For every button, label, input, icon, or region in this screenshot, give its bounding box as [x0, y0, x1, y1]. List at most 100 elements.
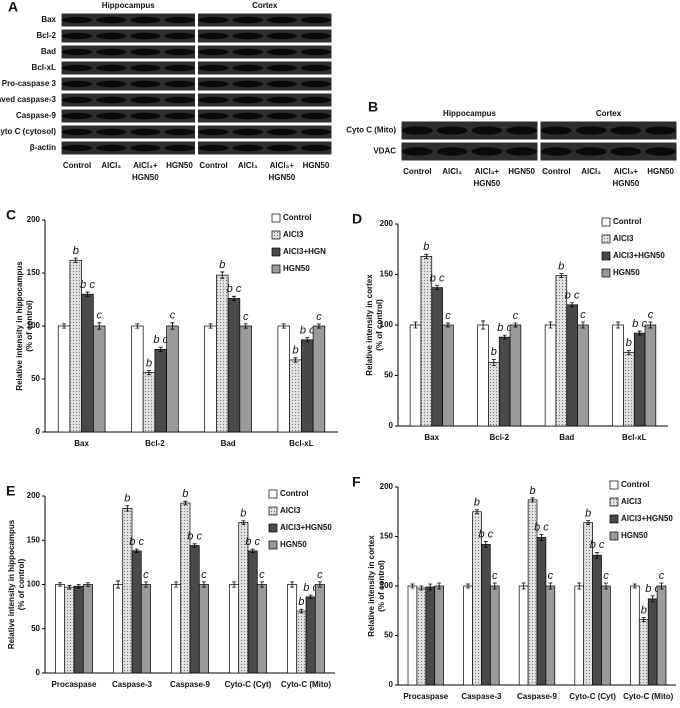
error-bar — [85, 291, 90, 297]
legend-swatch — [601, 234, 611, 244]
error-bar — [595, 551, 600, 559]
error-bar — [316, 323, 321, 329]
significance-label: b — [292, 345, 298, 357]
band — [164, 16, 195, 24]
row-label: Bad — [41, 47, 56, 56]
significance-label: b — [423, 241, 429, 253]
column-label: HGN50 — [303, 161, 330, 170]
error-bar — [62, 323, 67, 329]
blot-strip — [60, 92, 196, 108]
significance-label: c — [580, 309, 586, 321]
column-label: AlCl₃ — [442, 167, 462, 176]
x-tick-label: Procaspase — [52, 680, 97, 689]
blot-strip — [400, 141, 539, 162]
legend-swatch — [609, 514, 619, 524]
panel-label: C — [6, 207, 16, 223]
band — [164, 32, 195, 40]
error-bar — [174, 581, 179, 588]
error-bar — [116, 580, 121, 589]
panel-label: B — [368, 99, 378, 115]
band — [96, 48, 127, 56]
x-tick-label: Cyto-C (Cyt) — [225, 680, 272, 689]
column-sublabel: HGN50 — [474, 179, 501, 188]
significance-label: b c — [645, 583, 660, 595]
bar — [154, 348, 167, 433]
bar — [92, 325, 106, 433]
significance-label: b c — [430, 273, 445, 285]
error-bar — [570, 302, 575, 308]
bar — [566, 304, 578, 427]
panel-label: A — [8, 0, 18, 15]
significance-label: c — [548, 570, 554, 582]
legend-label: AlCl3+HGN — [283, 247, 326, 256]
blot-strip — [197, 124, 333, 140]
blot-strip — [197, 92, 333, 108]
error-bar — [648, 321, 653, 329]
bar — [574, 585, 585, 686]
x-tick-label: Bad — [221, 439, 236, 448]
error-bar — [183, 500, 188, 506]
bar — [633, 332, 646, 427]
bar — [73, 585, 84, 674]
legend-swatch — [271, 247, 281, 257]
band — [645, 147, 677, 156]
legend-label: AlCl3 — [283, 230, 304, 239]
bar — [656, 585, 667, 686]
band — [436, 147, 468, 156]
x-tick-label: Cyto-C (Mito) — [281, 680, 332, 689]
column-label: AlCl₃+ — [133, 161, 158, 170]
band — [61, 64, 93, 72]
column-label: AlCl₃ — [581, 167, 601, 176]
band — [198, 64, 229, 72]
error-bar — [586, 520, 591, 526]
bar — [481, 544, 491, 686]
blot-strip — [197, 44, 333, 60]
error-bar — [637, 330, 642, 336]
band — [300, 32, 332, 40]
bar — [425, 586, 436, 686]
legend-swatch — [271, 213, 281, 223]
y-tick-label: 0 — [389, 421, 394, 430]
panel-label: E — [6, 483, 15, 499]
error-bar — [293, 357, 298, 363]
bar — [312, 325, 326, 433]
band — [96, 32, 127, 40]
band — [232, 112, 263, 120]
bar — [488, 362, 500, 427]
error-bar — [67, 584, 72, 590]
significance-label: b c — [80, 279, 95, 291]
band — [540, 147, 572, 156]
column-label: AlCl₃+ — [270, 161, 295, 170]
blot-strip — [60, 108, 196, 124]
error-bar — [201, 581, 206, 588]
bar — [239, 325, 252, 433]
bar — [644, 324, 657, 427]
band — [300, 96, 332, 104]
band — [610, 126, 642, 135]
legend-label: AlCl3+HGN50 — [613, 251, 665, 260]
bar — [623, 351, 635, 427]
bar — [612, 324, 624, 427]
bar — [81, 293, 94, 433]
error-bar — [445, 322, 450, 328]
significance-label: b — [73, 245, 79, 257]
bar — [601, 585, 611, 686]
x-tick-label: Bax — [424, 433, 439, 442]
significance-label: c — [513, 310, 519, 322]
band — [232, 64, 263, 72]
bar — [509, 324, 522, 427]
bar — [131, 550, 142, 674]
y-tick-label: 200 — [380, 219, 394, 228]
significance-label: c — [659, 570, 665, 582]
bar — [314, 584, 325, 674]
blot-strip — [60, 124, 196, 140]
blot-strip — [60, 140, 196, 156]
error-bar — [548, 321, 553, 329]
significance-label: b c — [129, 536, 144, 548]
bar — [247, 550, 258, 674]
significance-label: c — [170, 310, 176, 322]
band — [198, 144, 229, 152]
row-label: Cyto C (cytosol) — [0, 127, 56, 136]
significance-label: c — [96, 310, 102, 322]
